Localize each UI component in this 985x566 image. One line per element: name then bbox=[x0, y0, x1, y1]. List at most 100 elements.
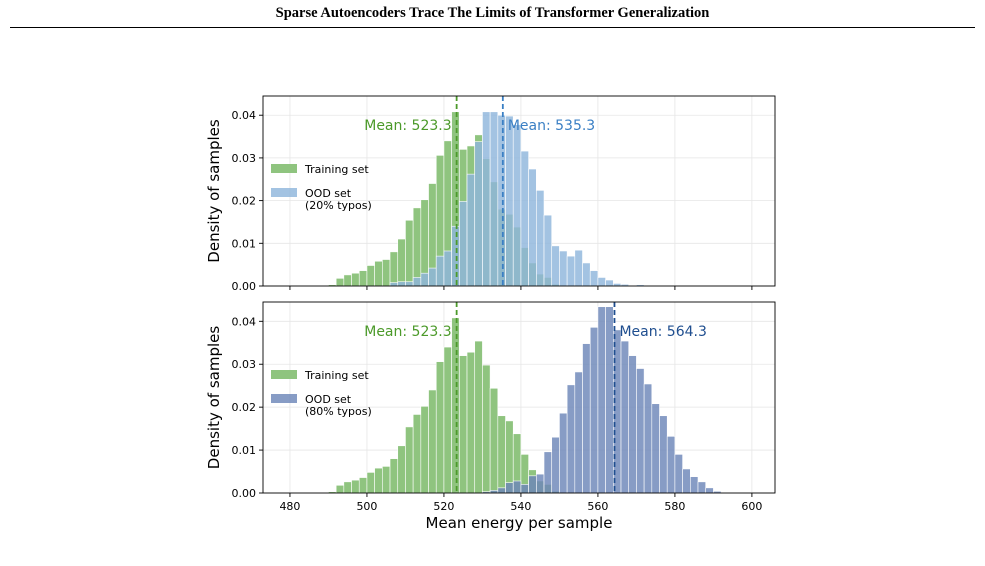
histogram-bar bbox=[489, 111, 499, 287]
histogram-bar bbox=[428, 389, 437, 494]
histogram-bar bbox=[428, 267, 437, 287]
histogram-bar bbox=[597, 306, 606, 494]
histogram-bar bbox=[405, 426, 414, 494]
chart-panel-bottom: Mean: 523.3 Mean: 564.3 0.00 0.01 0.02 0.03 0.… bbox=[205, 301, 776, 532]
y-tick-label: 0.00 bbox=[232, 487, 257, 500]
histogram-bar bbox=[366, 265, 375, 287]
histogram-bar bbox=[389, 458, 399, 494]
histogram-bar bbox=[505, 115, 514, 287]
x-tick-label: 480 bbox=[279, 500, 300, 513]
x-tick-label: 520 bbox=[433, 500, 454, 513]
histogram-bar bbox=[659, 415, 668, 494]
histogram-bar bbox=[420, 272, 429, 287]
histogram-bar bbox=[512, 480, 522, 494]
y-axis-label: Density of samples bbox=[205, 326, 223, 470]
histogram-bar bbox=[643, 383, 653, 494]
histogram-bar bbox=[435, 255, 445, 287]
y-tick-label: 0.04 bbox=[232, 109, 257, 122]
mean-annotation: Mean: 564.3 bbox=[619, 324, 706, 340]
histogram-bar bbox=[397, 445, 406, 494]
histogram-bar bbox=[466, 173, 476, 287]
histogram-bar bbox=[605, 306, 614, 494]
y-tick-label: 0.02 bbox=[232, 195, 257, 208]
legend-label: Training set bbox=[304, 369, 369, 382]
histogram-bar bbox=[474, 340, 483, 494]
histogram-bar bbox=[505, 482, 514, 494]
histogram-bar bbox=[451, 317, 460, 494]
histogram-bar bbox=[674, 454, 683, 494]
histogram-bar bbox=[551, 245, 560, 287]
x-tick-label: 580 bbox=[664, 500, 685, 513]
histogram-bar bbox=[528, 475, 537, 494]
mean-annotation: Mean: 523.3 bbox=[364, 118, 451, 134]
y-axis-label: Density of samples bbox=[205, 119, 223, 263]
x-tick-label: 540 bbox=[510, 500, 531, 513]
legend-label: OOD set bbox=[305, 187, 352, 200]
histogram-bar bbox=[435, 361, 445, 494]
axes-frame bbox=[262, 95, 776, 287]
histogram-bar bbox=[443, 346, 452, 494]
histogram-bar bbox=[382, 466, 391, 494]
y-tick-label: 0.03 bbox=[232, 152, 257, 165]
y-tick-label: 0.02 bbox=[232, 401, 257, 414]
histogram-bar bbox=[589, 327, 599, 494]
mean-annotation: Mean: 523.3 bbox=[364, 324, 451, 340]
histogram-bar bbox=[389, 251, 399, 287]
histogram-bar bbox=[620, 340, 630, 494]
y-tick-label: 0.00 bbox=[232, 280, 257, 293]
histogram-bar bbox=[343, 481, 352, 494]
histogram-bar bbox=[682, 468, 691, 494]
legend-label: OOD set bbox=[305, 393, 352, 406]
histogram-bar bbox=[366, 472, 375, 494]
histogram-bar bbox=[497, 114, 506, 287]
histogram-bar bbox=[636, 368, 645, 494]
histogram-bar bbox=[335, 484, 345, 494]
histogram-bar bbox=[566, 384, 576, 494]
histogram-bar bbox=[451, 225, 460, 287]
y-tick-label: 0.01 bbox=[232, 237, 257, 250]
histogram-bar bbox=[405, 219, 414, 287]
histogram-bar bbox=[543, 214, 553, 287]
axes-frame bbox=[262, 301, 776, 494]
histogram-bar bbox=[482, 111, 491, 287]
histogram-bar bbox=[574, 249, 583, 287]
histogram-bar bbox=[459, 201, 468, 287]
legend-label: (80% typos) bbox=[305, 405, 372, 418]
histogram-bar bbox=[466, 351, 476, 494]
histogram-bar bbox=[389, 282, 399, 287]
histogram-bar bbox=[559, 250, 568, 287]
chart-panel-top: Mean: 523.3 Mean: 535.3 0.00 0.01 0.02 0.03 0.… bbox=[205, 95, 776, 293]
y-tick-label: 0.03 bbox=[232, 358, 257, 371]
histogram-bar bbox=[543, 451, 553, 494]
histogram-bar bbox=[351, 272, 360, 287]
histogram-bar bbox=[582, 262, 591, 287]
histogram-bar bbox=[412, 207, 422, 287]
x-axis-label: Mean energy per sample bbox=[426, 514, 613, 532]
legend-label: (20% typos) bbox=[305, 199, 372, 212]
histogram-bar bbox=[497, 415, 506, 494]
histogram-bar bbox=[374, 467, 383, 494]
histogram-bar bbox=[551, 436, 560, 494]
histogram-bar bbox=[566, 255, 576, 287]
histogram-bar bbox=[605, 279, 614, 287]
histogram-bar bbox=[597, 277, 606, 287]
histogram-bar bbox=[559, 412, 568, 494]
histogram-bar bbox=[489, 387, 499, 494]
histogram-bar bbox=[589, 270, 599, 287]
histogram-bar bbox=[374, 260, 383, 287]
histogram-bar bbox=[335, 278, 345, 287]
histogram-bar bbox=[697, 481, 707, 494]
histogram-bar bbox=[459, 355, 468, 494]
histogram-bar bbox=[443, 250, 452, 287]
x-tick-label: 560 bbox=[587, 500, 608, 513]
legend-swatch bbox=[271, 370, 297, 379]
histogram-bar bbox=[528, 168, 537, 287]
histogram-bar bbox=[420, 405, 429, 494]
legend-swatch bbox=[271, 394, 297, 403]
histogram-bar bbox=[505, 420, 514, 494]
histogram-bar bbox=[497, 487, 506, 494]
histogram-bar bbox=[358, 477, 368, 494]
mean-annotation: Mean: 535.3 bbox=[508, 118, 595, 134]
histogram-bar bbox=[536, 190, 545, 287]
